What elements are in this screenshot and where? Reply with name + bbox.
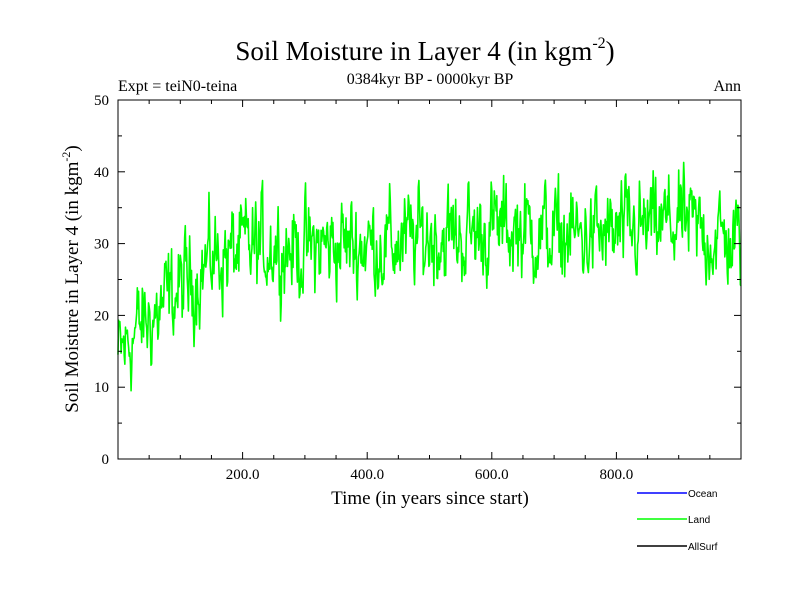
chart-subtitle: 0384kyr BP - 0000kyr BP [347,71,514,88]
y-tick-label: 50 [94,93,109,109]
x-tick-label: 200.0 [226,467,260,483]
x-tick-label: 800.0 [600,467,634,483]
y-tick-label: 0 [102,452,110,468]
x-tick-label: 600.0 [475,467,509,483]
x-axis-ticks: 200.0 400.0 600.0 800.0 [148,100,711,483]
y-tick-label: 20 [94,308,109,324]
experiment-label: Expt = teiN0-teina [118,78,237,95]
y-tick-label: 30 [94,237,109,253]
y-axis-label: Soil Moisture in Layer 4 (in kgm-2) [59,145,83,413]
series-layer [117,161,742,392]
y-tick-label: 10 [94,380,109,396]
season-label: Ann [713,78,741,95]
chart-title: Soil Moisture in Layer 4 (in kgm-2) [235,35,614,66]
legend-label-allsurf: AllSurf [688,542,718,553]
y-tick-label: 40 [94,165,109,181]
y-axis-ticks: 0 10 20 30 40 50 [94,93,741,468]
legend-label-land: Land [688,515,710,526]
legend: Ocean Land AllSurf [637,489,718,553]
x-tick-label: 400.0 [350,467,384,483]
legend-label-ocean: Ocean [688,489,717,500]
chart-title-superscript: -2 [592,35,605,52]
y-axis-label-superscript: -2 [59,152,73,162]
x-axis-label: Time (in years since start) [331,488,529,509]
series-line-land [117,161,742,392]
